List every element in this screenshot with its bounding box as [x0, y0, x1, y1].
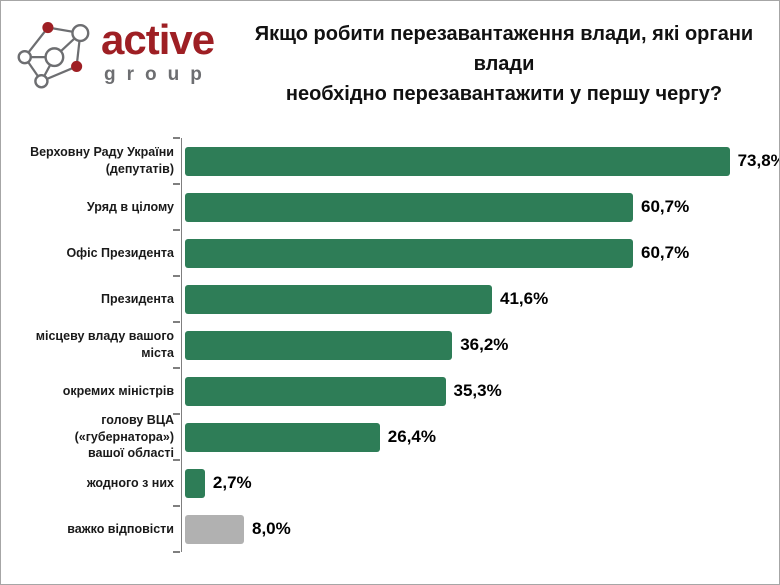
header: active group Якщо робити перезавантаженн… [1, 1, 779, 105]
chart-row: важко відповісти 8,0% [7, 505, 779, 553]
chart-row: окремих міністрів 35,3% [7, 367, 779, 414]
category-label: Уряд в цілому [86, 199, 174, 214]
bar [185, 238, 633, 268]
network-logo-icon [17, 21, 90, 89]
chart-row: Уряд в цілому 60,7% [7, 183, 779, 230]
chart-row: Президента 41,6% [7, 275, 779, 322]
value-label: 36,2% [460, 335, 509, 354]
value-label: 73,8% [737, 151, 779, 170]
chart-question-title: Якщо робити перезавантаження влади, які … [241, 9, 767, 109]
category-label: жодного з них [86, 475, 174, 490]
value-label: 35,3% [453, 381, 502, 400]
value-label: 41,6% [500, 289, 549, 308]
category-label: окремих міністрів [62, 383, 174, 398]
category-axis-cell: 35,3% [173, 367, 779, 414]
active-group-logo: active group [9, 9, 241, 97]
logo-brand-text: active [101, 16, 215, 63]
logo-node-red [71, 60, 83, 72]
chart-row: жодного з них 2,7% [7, 459, 779, 506]
title-line-2: необхідно перезавантажити у першу чергу? [285, 83, 723, 105]
chart-row: місцеву владу вашого міста 36,2% [7, 321, 779, 368]
category-label: голову ВЦА («губернатора») вашої області [74, 412, 174, 461]
category-label: важко відповісти [67, 521, 174, 536]
bar [185, 514, 244, 544]
logo-wordmark: active group [101, 16, 215, 85]
value-label: 60,7% [641, 243, 690, 262]
chart-row: Офіс Президента 60,7% [7, 229, 779, 276]
bar [185, 330, 453, 360]
category-axis-cell: 8,0% [173, 505, 779, 553]
bar [185, 468, 205, 498]
category-label: місцеву владу вашого міста [35, 329, 174, 360]
category-axis-cell: 26,4% [173, 413, 779, 460]
bar-chart: Верховну Раду України (депутатів) 73,8% Ур… [1, 137, 779, 553]
bar [185, 376, 446, 406]
category-axis-cell: 60,7% [173, 229, 779, 276]
value-label: 2,7% [212, 473, 252, 492]
value-label: 60,7% [641, 197, 690, 216]
category-axis-cell: 36,2% [173, 321, 779, 368]
category-axis-cell: 60,7% [173, 183, 779, 230]
bar [185, 192, 633, 222]
value-label: 26,4% [387, 427, 436, 446]
category-axis-cell: 2,7% [173, 459, 779, 506]
bar [185, 422, 380, 452]
value-label: 8,0% [252, 519, 291, 538]
chart-row: Верховну Раду України (депутатів) 73,8% [7, 137, 779, 184]
category-axis-cell: 73,8% [173, 137, 779, 184]
category-label: Верховну Раду України (депутатів) [30, 145, 174, 176]
bar [185, 146, 730, 176]
logo-node-red [42, 21, 54, 34]
title-line-1: Якщо робити перезавантаження влади, які … [254, 23, 754, 75]
chart-row: голову ВЦА («губернатора») вашої області… [7, 412, 779, 461]
category-label: Президента [101, 291, 174, 306]
category-label: Офіс Президента [66, 245, 174, 260]
category-axis-cell: 41,6% [173, 275, 779, 322]
bar [185, 284, 492, 314]
logo-sub-text: group [104, 64, 213, 85]
